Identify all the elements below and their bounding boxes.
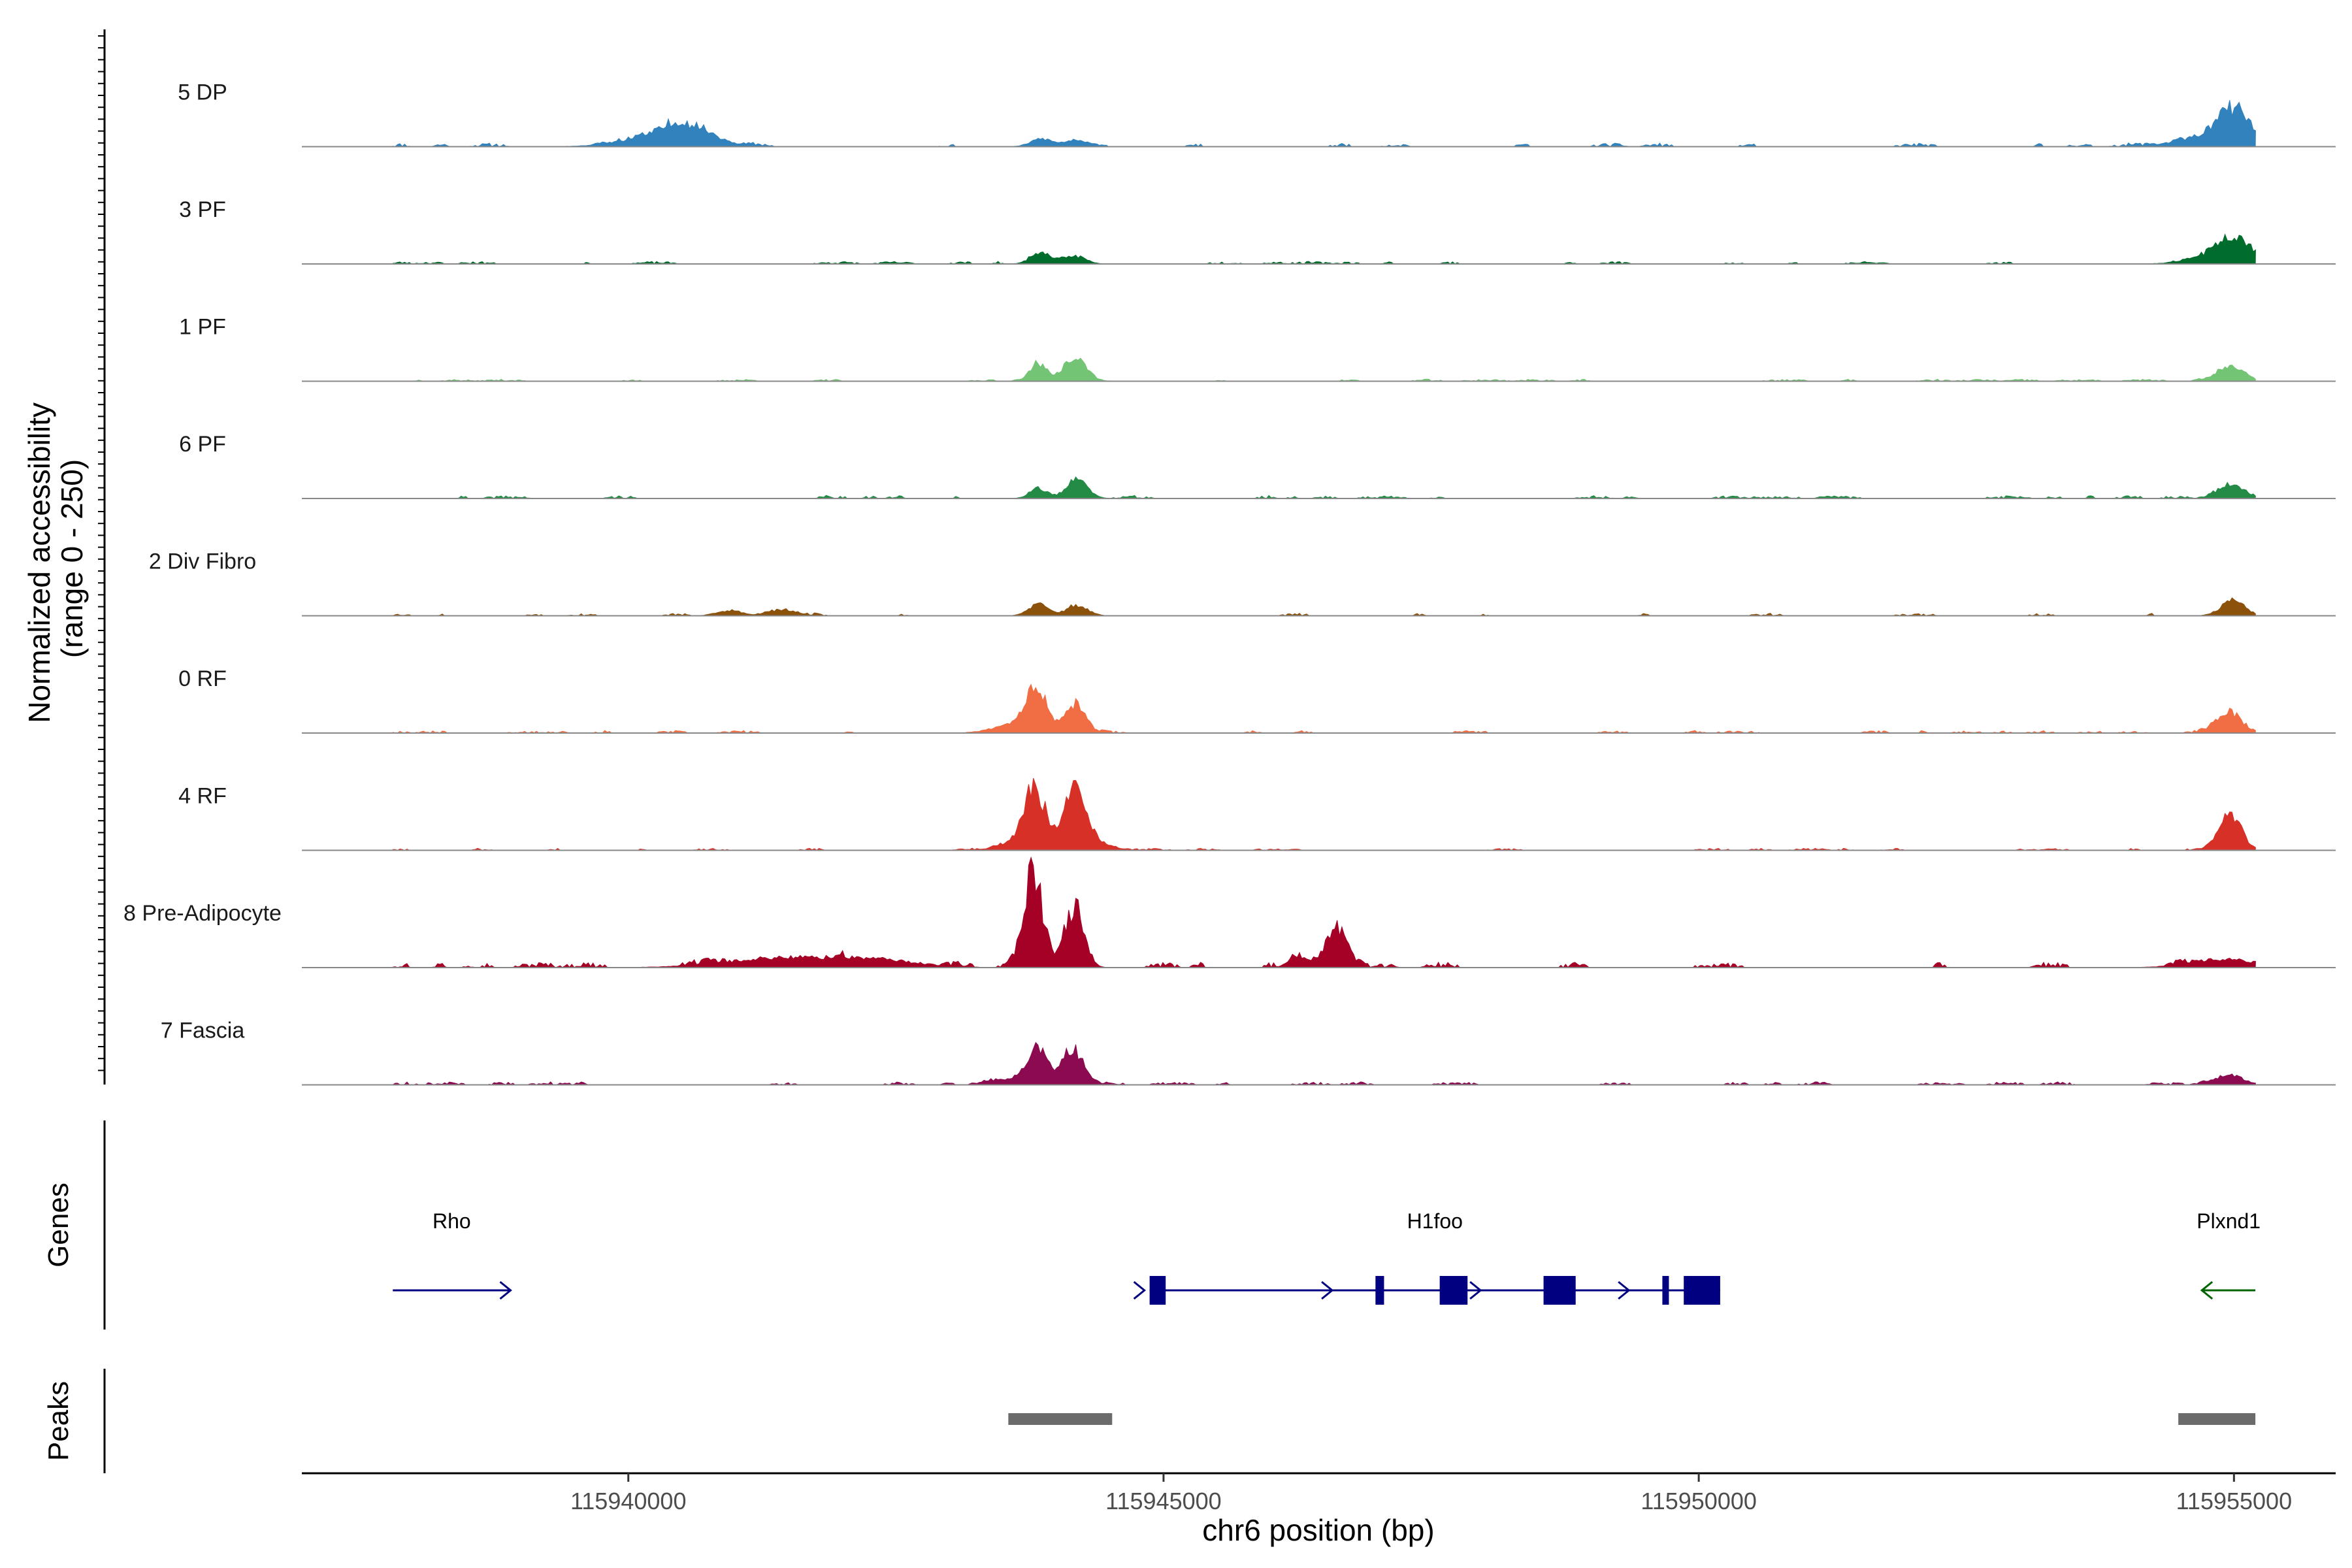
track-8-pre-adipocyte: 8 Pre-Adipocyte [123,856,2336,968]
track-6-pf: 6 PF [179,432,2336,499]
gene-track: Rho H1foo Plxnd1 [393,1209,2261,1305]
gene-h1foo: H1foo [1133,1209,1720,1305]
track-label: 7 Fascia [161,1019,245,1043]
track-label: 0 RF [178,666,227,691]
gene-exon [1662,1276,1669,1305]
track-7-fascia: 7 Fascia [161,1019,2336,1086]
peaks-panel-label: Peaks [42,1381,74,1461]
gene-label: Plxnd1 [2197,1209,2261,1233]
y-axis-title: Normalized accessibility (range 0 - 250) [22,394,89,723]
strand-arrow [1618,1281,1631,1300]
track-0-rf: 0 RF [178,666,2336,734]
gene-exon [1375,1276,1384,1305]
gene-plxnd1: Plxnd1 [2197,1209,2261,1300]
strand-arrow [1133,1281,1147,1300]
gene-label: H1foo [1407,1209,1463,1233]
y-axis-title-line-2: (range 0 - 250) [55,459,89,658]
track-label: 3 PF [179,197,226,222]
track-coverage-area [393,476,2256,499]
x-axis-ticks: 115940000 115945000 115950000 115955000 [570,1473,2292,1514]
strand-arrow [499,1281,512,1300]
track-label: 6 PF [179,432,226,457]
coverage-tracks: 5 DP 3 PF 1 PF 6 PF 2 Div Fibro 0 RF 4 RF 8 Pre… [123,80,2336,1086]
track-label: 8 Pre-Adipocyte [123,901,282,926]
track-coverage-area [393,357,2256,382]
gene-exon [1149,1276,1166,1305]
track-coverage-area [392,597,2256,617]
genes-panel-label: Genes [42,1183,74,1267]
gene-rho: Rho [393,1209,512,1300]
peak-region [2178,1413,2256,1425]
gene-label: Rho [433,1209,471,1233]
x-tick-label: 115945000 [1105,1488,1222,1514]
strand-arrow [1469,1281,1482,1300]
track-label: 4 RF [178,784,227,809]
coverage-y-axis-ticks [98,35,105,1071]
gene-exon [1684,1276,1720,1305]
x-axis-title: chr6 position (bp) [1202,1513,1434,1547]
track-coverage-area [392,777,2256,851]
x-tick-label: 115950000 [1641,1488,1757,1514]
y-axis-title-line-1: Normalized accessibility [22,402,56,723]
track-label: 2 Div Fibro [149,549,256,574]
track-coverage-area [392,1041,2256,1086]
track-coverage-area [392,683,2256,734]
gene-exon [1543,1276,1576,1305]
gene-exon [1439,1276,1468,1305]
strand-arrow [2200,1281,2213,1300]
peak-track [1008,1413,2256,1425]
track-4-rf: 4 RF [178,777,2336,851]
track-2-div-fibro: 2 Div Fibro [149,549,2336,617]
track-label: 1 PF [179,315,226,340]
strand-arrow [1321,1281,1334,1300]
track-3-pf: 3 PF [179,197,2336,265]
track-5-dp: 5 DP [178,80,2336,148]
track-coverage-area [392,856,2256,968]
track-1-pf: 1 PF [179,315,2336,382]
track-coverage-area [392,100,2256,148]
track-coverage-area [392,233,2256,265]
peak-region [1008,1413,1113,1425]
x-tick-label: 115940000 [570,1488,687,1514]
track-label: 5 DP [178,80,227,105]
x-tick-label: 115955000 [2176,1488,2293,1514]
